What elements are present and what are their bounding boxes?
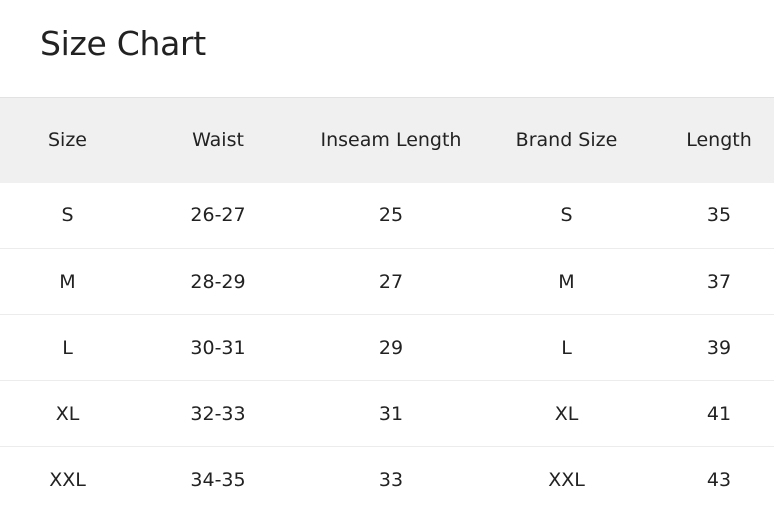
header-brand-size: Brand Size (515, 129, 618, 152)
cell-size: S (61, 204, 74, 227)
cell-brand-size: M (558, 270, 575, 293)
cell-brand-size: XL (554, 402, 579, 425)
cell-waist: 32-33 (190, 402, 246, 425)
cell-inseam-length: 29 (378, 336, 404, 359)
header-waist: Waist (192, 129, 244, 152)
cell-size: XL (55, 402, 80, 425)
cell-size: XXL (49, 468, 86, 491)
cell-waist: 28-29 (190, 270, 246, 293)
table-row: S 26-27 25 S 35 (0, 183, 774, 249)
cell-inseam-length: 33 (378, 468, 404, 491)
cell-size: L (62, 336, 73, 359)
cell-length: 43 (706, 468, 732, 491)
cell-length: 39 (706, 336, 732, 359)
cell-brand-size: XXL (548, 468, 585, 491)
header-inseam-length: Inseam Length (320, 129, 462, 152)
cell-inseam-length: 27 (378, 270, 404, 293)
cell-length: 41 (706, 402, 732, 425)
cell-waist: 30-31 (190, 336, 246, 359)
table-row: M 28-29 27 M 37 (0, 248, 774, 315)
cell-brand-size: L (561, 336, 572, 359)
table-header-row: Size Waist Inseam Length Brand Size Leng… (0, 97, 774, 183)
cell-waist: 34-35 (190, 468, 246, 491)
header-size: Size (47, 129, 87, 152)
table-row: L 30-31 29 L 39 (0, 314, 774, 381)
table-row: XL 32-33 31 XL 41 (0, 380, 774, 447)
cell-length: 35 (706, 204, 732, 227)
page-title: Size Chart (40, 24, 206, 63)
cell-inseam-length: 31 (378, 402, 404, 425)
cell-length: 37 (706, 270, 732, 293)
cell-brand-size: S (560, 204, 573, 227)
header-length: Length (686, 129, 752, 152)
table-row: XXL 34-35 33 XXL 43 (0, 446, 774, 513)
cell-size: M (59, 270, 76, 293)
size-chart-table: Size Waist Inseam Length Brand Size Leng… (0, 97, 774, 513)
cell-inseam-length: 25 (378, 204, 404, 227)
cell-waist: 26-27 (190, 204, 246, 227)
